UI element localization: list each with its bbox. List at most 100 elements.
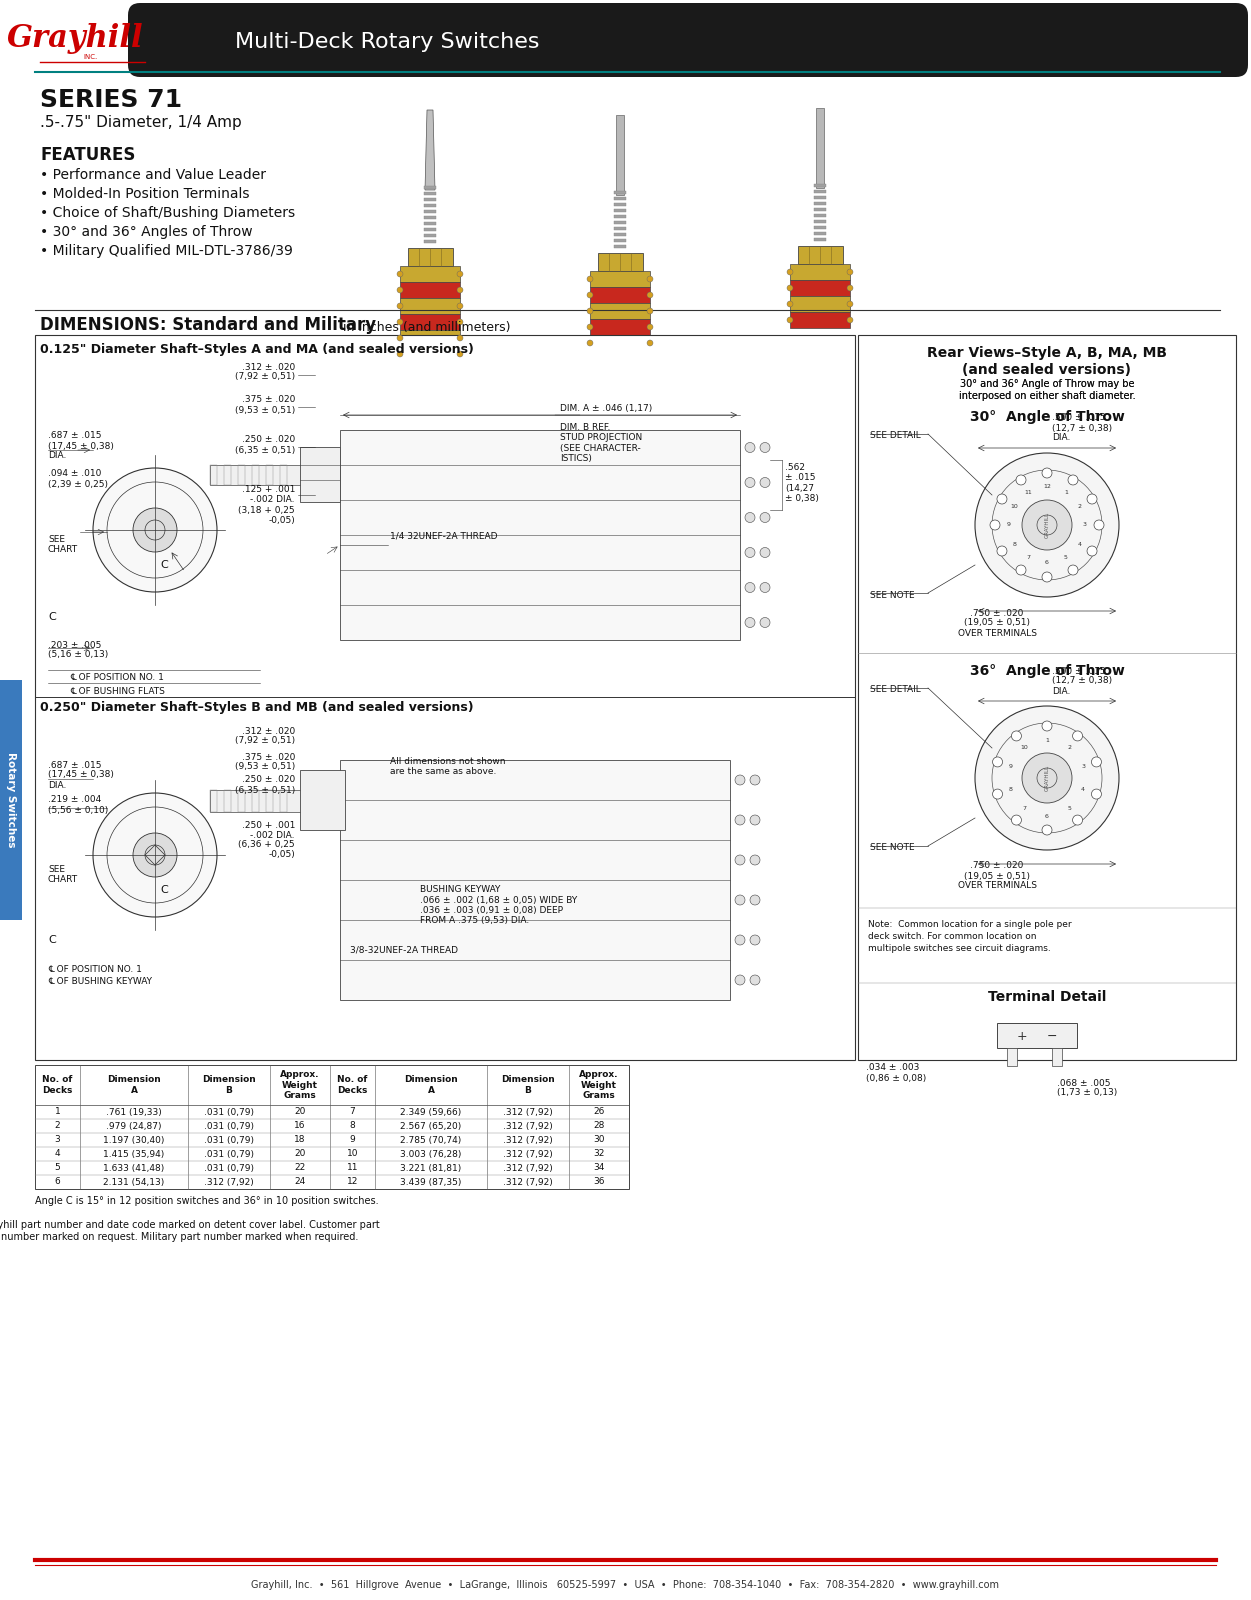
Circle shape — [787, 301, 793, 307]
Circle shape — [736, 814, 746, 826]
Text: (17,45 ± 0,38): (17,45 ± 0,38) — [48, 771, 114, 779]
Bar — [300, 446, 340, 502]
Text: (12,7 ± 0,38): (12,7 ± 0,38) — [1052, 677, 1112, 685]
Circle shape — [736, 854, 746, 866]
Text: DIA.: DIA. — [1052, 434, 1071, 443]
Text: DIM. A ± .046 (1,17): DIM. A ± .046 (1,17) — [560, 403, 652, 413]
Text: 4: 4 — [1078, 541, 1082, 547]
Text: 5: 5 — [55, 1163, 60, 1173]
Text: ℄ OF BUSHING KEYWAY: ℄ OF BUSHING KEYWAY — [48, 978, 153, 987]
Text: .312 (7,92): .312 (7,92) — [503, 1136, 553, 1144]
Bar — [0, 680, 23, 920]
Circle shape — [1022, 754, 1072, 803]
Text: .312 (7,92): .312 (7,92) — [503, 1178, 553, 1187]
Circle shape — [647, 323, 653, 330]
Text: .250 ± .020: .250 ± .020 — [241, 776, 295, 784]
Circle shape — [746, 547, 756, 557]
Text: SEE NOTE: SEE NOTE — [869, 590, 914, 600]
Bar — [997, 1022, 1077, 1048]
Text: .687 ± .015: .687 ± .015 — [48, 760, 101, 770]
Bar — [598, 253, 643, 270]
Circle shape — [1016, 565, 1026, 574]
Bar — [224, 790, 231, 813]
Text: 34: 34 — [593, 1163, 604, 1173]
Bar — [614, 210, 626, 211]
Text: SEE NOTE: SEE NOTE — [869, 843, 914, 853]
Circle shape — [647, 291, 653, 298]
Bar — [238, 466, 245, 485]
Text: SERIES 71: SERIES 71 — [40, 88, 183, 112]
Circle shape — [397, 318, 403, 325]
Text: (6,35 ± 0,51): (6,35 ± 0,51) — [235, 786, 295, 795]
Text: (19,05 ± 0,51): (19,05 ± 0,51) — [965, 872, 1030, 880]
Text: Multi-Deck Rotary Switches: Multi-Deck Rotary Switches — [235, 32, 539, 51]
Circle shape — [1072, 731, 1082, 741]
Circle shape — [990, 520, 1000, 530]
Circle shape — [133, 509, 176, 552]
Text: .687 ± .015: .687 ± .015 — [48, 432, 101, 440]
Circle shape — [587, 275, 593, 282]
Circle shape — [1068, 475, 1078, 485]
Circle shape — [997, 546, 1007, 557]
Text: GRAYHILL: GRAYHILL — [1045, 512, 1050, 538]
Text: (1,73 ± 0,13): (1,73 ± 0,13) — [1057, 1088, 1117, 1098]
Text: OVER TERMINALS: OVER TERMINALS — [957, 629, 1037, 637]
Text: 30°  Angle of Throw: 30° Angle of Throw — [970, 410, 1125, 424]
Text: 8: 8 — [1008, 787, 1013, 792]
Text: 1.415 (35,94): 1.415 (35,94) — [104, 1149, 165, 1158]
Text: .250 + .001: .250 + .001 — [241, 821, 295, 829]
Text: 2.131 (54,13): 2.131 (54,13) — [104, 1178, 165, 1187]
Text: .125 + .001: .125 + .001 — [241, 485, 295, 494]
Circle shape — [1087, 546, 1097, 557]
Text: .312 ± .020: .312 ± .020 — [241, 363, 295, 371]
Circle shape — [761, 618, 771, 627]
Text: .066 ± .002 (1,68 ± 0,05) WIDE BY: .066 ± .002 (1,68 ± 0,05) WIDE BY — [420, 896, 577, 904]
Bar — [1007, 1048, 1017, 1066]
Bar — [816, 109, 824, 187]
Bar — [614, 227, 626, 230]
Text: 2: 2 — [1078, 504, 1082, 509]
Text: in inches (and millimeters): in inches (and millimeters) — [335, 320, 510, 333]
Bar — [614, 214, 626, 218]
Bar — [424, 210, 437, 213]
Text: .312 (7,92): .312 (7,92) — [503, 1149, 553, 1158]
Text: 22: 22 — [294, 1163, 305, 1173]
Circle shape — [751, 854, 761, 866]
Text: (5,16 ± 0,13): (5,16 ± 0,13) — [48, 651, 109, 659]
Bar — [614, 238, 626, 242]
Text: .094 ± .010: .094 ± .010 — [48, 469, 101, 478]
Circle shape — [847, 301, 853, 307]
Circle shape — [1095, 520, 1103, 530]
Bar — [340, 760, 731, 1000]
Text: 16: 16 — [294, 1122, 305, 1131]
Text: 30° and 36° Angle of Throw may be
interposed on either shaft diameter.: 30° and 36° Angle of Throw may be interp… — [958, 379, 1136, 400]
Text: ± .015: ± .015 — [784, 474, 816, 483]
Bar — [614, 234, 626, 235]
Text: 36°  Angle of Throw: 36° Angle of Throw — [970, 664, 1125, 678]
Polygon shape — [425, 110, 435, 190]
Circle shape — [736, 934, 746, 946]
Circle shape — [975, 453, 1118, 597]
Circle shape — [587, 307, 593, 314]
Text: DIM. B REF.: DIM. B REF. — [560, 424, 610, 432]
Text: 3.439 (87,35): 3.439 (87,35) — [400, 1178, 462, 1187]
Text: C: C — [160, 560, 168, 570]
Text: Angle C is 15° in 12 position switches and 36° in 10 position switches.: Angle C is 15° in 12 position switches a… — [35, 1197, 379, 1206]
Bar — [408, 248, 453, 266]
Text: (5,56 ± 0,10): (5,56 ± 0,10) — [48, 805, 109, 814]
Circle shape — [587, 341, 593, 346]
Text: 6: 6 — [55, 1178, 60, 1187]
Circle shape — [761, 443, 771, 453]
Text: (14,27: (14,27 — [784, 483, 814, 493]
Circle shape — [746, 477, 756, 488]
Text: -.002 DIA.: -.002 DIA. — [250, 830, 295, 840]
Circle shape — [1042, 467, 1052, 478]
Text: Grayhill, Inc.  •  561  Hillgrove  Avenue  •  LaGrange,  Illinois   60525-5997  : Grayhill, Inc. • 561 Hillgrove Avenue • … — [251, 1581, 1000, 1590]
Bar — [789, 264, 849, 280]
Text: 30: 30 — [593, 1136, 604, 1144]
Text: .312 (7,92): .312 (7,92) — [503, 1122, 553, 1131]
Circle shape — [1016, 475, 1026, 485]
Circle shape — [761, 512, 771, 523]
Bar — [1052, 1048, 1062, 1066]
Circle shape — [133, 834, 176, 877]
